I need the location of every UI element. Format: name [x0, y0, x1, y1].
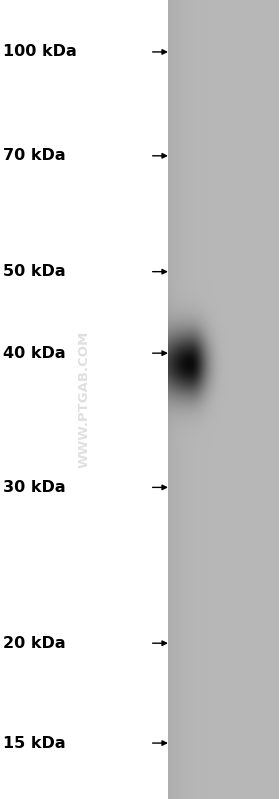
Text: 20 kDa: 20 kDa	[3, 636, 66, 650]
Text: 70 kDa: 70 kDa	[3, 149, 66, 163]
Text: 40 kDa: 40 kDa	[3, 346, 66, 360]
Text: 50 kDa: 50 kDa	[3, 264, 66, 279]
Text: WWW.PTGAB.COM: WWW.PTGAB.COM	[78, 331, 90, 468]
Text: 100 kDa: 100 kDa	[3, 45, 76, 59]
Text: 30 kDa: 30 kDa	[3, 480, 66, 495]
Text: 15 kDa: 15 kDa	[3, 736, 66, 750]
